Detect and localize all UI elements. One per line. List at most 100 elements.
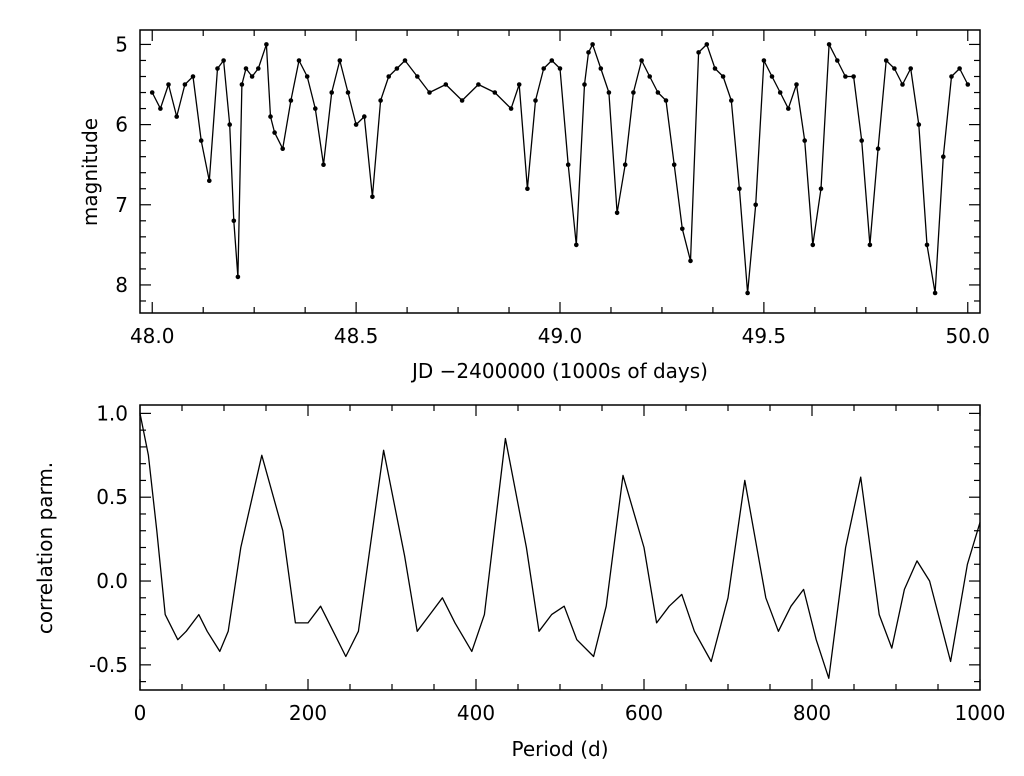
light-curve-point bbox=[264, 42, 269, 47]
light-curve-point bbox=[835, 58, 840, 63]
light-curve-point bbox=[745, 290, 750, 296]
light-curve-point bbox=[459, 98, 465, 103]
light-curve-point bbox=[533, 98, 538, 103]
correlation-x-tick-label: 400 bbox=[457, 701, 495, 725]
light-curve-point bbox=[794, 82, 799, 87]
light-curve-point bbox=[402, 58, 408, 63]
light-curve-point bbox=[443, 82, 449, 87]
light-curve-point bbox=[655, 90, 661, 95]
correlation-x-tick-label: 0 bbox=[134, 701, 147, 725]
light-curve-point bbox=[337, 58, 343, 63]
light-curve-point bbox=[859, 138, 864, 143]
correlation-frame bbox=[139, 404, 981, 691]
light-curve-point bbox=[427, 90, 432, 95]
light-curve-point bbox=[932, 290, 938, 296]
light-curve-point bbox=[639, 58, 644, 63]
light-curve-point bbox=[614, 210, 620, 216]
light-curve-point bbox=[843, 74, 848, 79]
light-curve-x-tick-label: 49.5 bbox=[742, 324, 787, 348]
light-curve-point bbox=[239, 82, 245, 87]
light-curve-point bbox=[235, 274, 241, 280]
light-curve-point bbox=[221, 58, 226, 63]
light-curve-x-tick-label: 48.5 bbox=[334, 324, 379, 348]
light-curve-point bbox=[720, 74, 726, 79]
light-curve-point bbox=[249, 74, 255, 79]
light-curve-x-axis-title: JD −2400000 (1000s of days) bbox=[410, 359, 708, 383]
correlation-y-tick-label: 0.5 bbox=[96, 485, 128, 509]
light-curve-point bbox=[549, 58, 555, 63]
light-curve-point bbox=[313, 106, 318, 111]
light-curve-point bbox=[647, 74, 652, 79]
light-curve-x-tick-label: 50.0 bbox=[946, 324, 991, 348]
correlation-x-axis-title: Period (d) bbox=[511, 737, 608, 761]
light-curve-series bbox=[149, 42, 971, 296]
light-curve-point bbox=[957, 66, 962, 71]
light-curve-point bbox=[353, 122, 359, 127]
light-curve-point bbox=[818, 186, 824, 191]
correlation-y-tick-label: 1.0 bbox=[96, 401, 128, 425]
light-curve-point bbox=[207, 178, 212, 183]
correlation-line bbox=[139, 413, 981, 679]
light-curve-point bbox=[622, 162, 628, 167]
light-curve-x-tick-label: 49.0 bbox=[538, 324, 583, 348]
light-curve-point bbox=[362, 114, 367, 119]
light-curve-point bbox=[810, 242, 816, 248]
light-curve-point bbox=[296, 58, 302, 63]
light-curve-point bbox=[190, 74, 196, 79]
light-curve-point bbox=[166, 82, 171, 87]
light-curve-point bbox=[345, 90, 351, 95]
light-curve-point bbox=[737, 186, 742, 191]
correlation-y-tick-label: 0.0 bbox=[96, 569, 128, 593]
light-curve-ticks: 48.0 48.5 49.0 49.5 50.0 5 6 7 8 bbox=[115, 30, 990, 348]
light-curve-point bbox=[688, 258, 693, 264]
correlation-x-tick-label: 600 bbox=[625, 701, 663, 725]
light-curve-point bbox=[541, 66, 546, 71]
light-curve-point bbox=[215, 66, 220, 71]
light-curve-point bbox=[386, 74, 392, 79]
light-curve-point bbox=[158, 106, 163, 111]
light-curve-point bbox=[892, 66, 897, 71]
light-curve-point bbox=[802, 138, 807, 143]
light-curve-point bbox=[415, 74, 420, 79]
light-curve-point bbox=[786, 106, 791, 111]
light-curve-y-tick-label: 5 bbox=[115, 32, 128, 56]
light-curve-y-tick-label: 7 bbox=[115, 193, 128, 217]
light-curve-panel: 48.0 48.5 49.0 49.5 50.0 5 6 7 8 JD −2400000 (10… bbox=[78, 29, 990, 383]
correlation-series bbox=[139, 413, 981, 679]
light-curve-point bbox=[671, 162, 677, 167]
correlation-x-tick-label: 200 bbox=[289, 701, 327, 725]
light-curve-point bbox=[557, 66, 563, 71]
correlation-y-tick-label: -0.5 bbox=[89, 653, 128, 677]
light-curve-point bbox=[231, 218, 237, 224]
light-curve-point bbox=[525, 186, 530, 191]
light-curve-point bbox=[875, 146, 881, 151]
light-curve-point bbox=[696, 50, 701, 55]
light-curve-point bbox=[304, 74, 310, 79]
light-curve-point bbox=[329, 90, 335, 95]
light-curve-point bbox=[394, 66, 400, 71]
correlation-panel: 0 200 400 600 800 1000 1.0 0.5 0.0 -0.5 Period (d… bbox=[33, 401, 1005, 761]
light-curve-point bbox=[769, 74, 775, 79]
light-curve-point bbox=[965, 82, 971, 87]
light-curve-point bbox=[590, 42, 595, 47]
light-curve-line bbox=[151, 43, 969, 294]
light-curve-point bbox=[826, 42, 832, 47]
light-curve-point bbox=[908, 66, 913, 71]
light-curve-point bbox=[586, 50, 591, 55]
light-curve-point bbox=[149, 90, 155, 95]
light-curve-point bbox=[378, 98, 383, 103]
light-curve-point bbox=[174, 114, 179, 119]
light-curve-point bbox=[582, 82, 587, 87]
light-curve-y-tick-label: 8 bbox=[115, 273, 128, 297]
light-curve-point bbox=[255, 66, 261, 71]
light-curve-y-axis-title: magnitude bbox=[78, 118, 102, 226]
light-curve-point bbox=[565, 162, 571, 167]
correlation-y-axis-title: correlation parm. bbox=[33, 462, 57, 634]
light-curve-point bbox=[492, 90, 498, 95]
light-curve-point bbox=[321, 162, 326, 167]
light-curve-point bbox=[900, 82, 905, 87]
light-curve-point bbox=[598, 66, 604, 71]
light-curve-point bbox=[182, 82, 188, 87]
light-curve-point bbox=[606, 90, 612, 95]
